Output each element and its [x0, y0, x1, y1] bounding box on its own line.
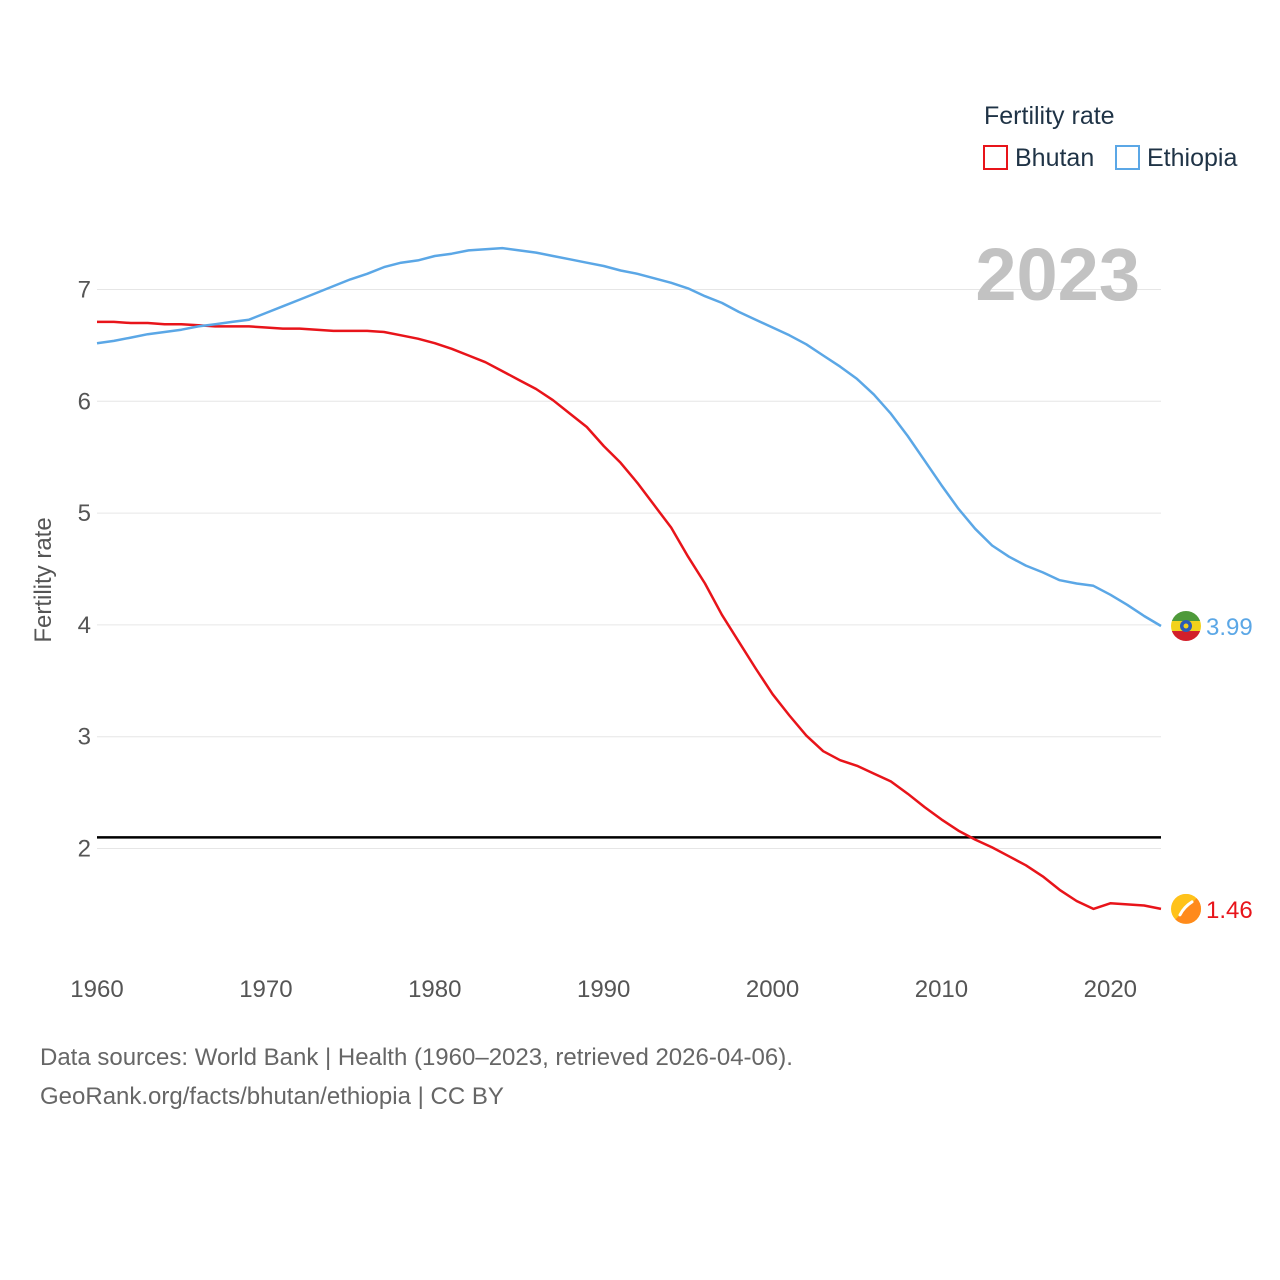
x-tick-label: 1980	[408, 976, 461, 1003]
legend-label-ethiopia[interactable]: Ethiopia	[1147, 144, 1237, 172]
y-tick-label: 6	[78, 388, 91, 415]
x-tick-label: 2020	[1084, 976, 1137, 1003]
x-tick-label: 1960	[70, 976, 123, 1003]
ethiopia-flag-icon	[1171, 611, 1201, 642]
series-line-bhutan[interactable]	[97, 320, 1162, 911]
x-tick-label: 1990	[577, 976, 630, 1003]
bhutan-flag-icon	[1171, 893, 1201, 924]
end-value-bhutan: 1.46	[1206, 897, 1253, 924]
footer-attribution: GeoRank.org/facts/bhutan/ethiopia | CC B…	[40, 1083, 504, 1110]
year-label: 2023	[975, 233, 1140, 316]
y-tick-label: 5	[78, 500, 91, 527]
legend-swatch-ethiopia[interactable]	[1115, 145, 1140, 170]
y-tick-label: 7	[78, 277, 91, 304]
fertility-rate-chart: 2 3 4 5 6 7 1960 1970 1980 1990 2000 2010 2020 Fert…	[30, 102, 1253, 1003]
x-tick-label: 2010	[915, 976, 968, 1003]
legend: Fertility rate Bhutan Ethiopia	[983, 102, 1237, 172]
series-line-ethiopia[interactable]	[96, 246, 1162, 628]
series-lines	[96, 246, 1162, 911]
end-markers: 1.46 3.99	[1171, 611, 1253, 924]
footer-sources: Data sources: World Bank | Health (1960–…	[40, 1044, 793, 1071]
y-tick-label: 4	[78, 612, 91, 639]
x-tick-label: 2000	[746, 976, 799, 1003]
x-tick-label: 1970	[239, 976, 292, 1003]
grid-lines	[97, 289, 1161, 849]
y-tick-label: 3	[78, 724, 91, 751]
y-axis-ticks: 2 3 4 5 6 7	[78, 277, 91, 863]
legend-label-bhutan[interactable]: Bhutan	[1015, 144, 1094, 172]
legend-swatch-bhutan[interactable]	[983, 145, 1008, 170]
y-tick-label: 2	[78, 836, 91, 863]
x-axis-ticks: 1960 1970 1980 1990 2000 2010 2020	[70, 976, 1137, 1003]
end-value-ethiopia: 3.99	[1206, 614, 1253, 641]
legend-title: Fertility rate	[984, 102, 1115, 130]
y-axis-title: Fertility rate	[30, 517, 57, 642]
